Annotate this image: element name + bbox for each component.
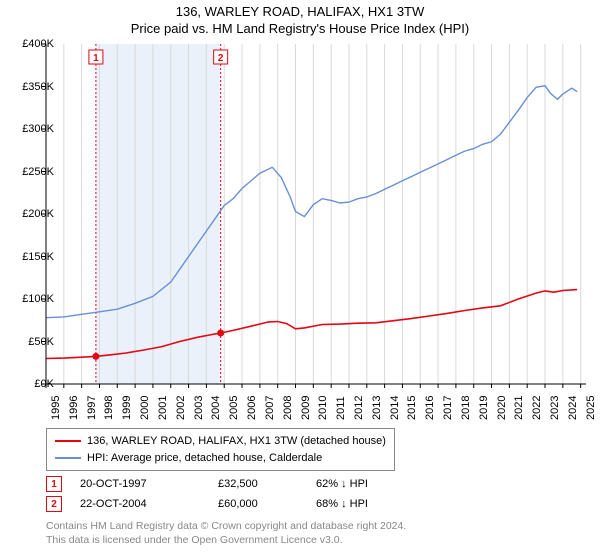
sale-marker: 1 <box>46 476 62 492</box>
legend-swatch <box>55 457 81 459</box>
y-tick-label: £350K <box>22 81 54 93</box>
sale-marker: 2 <box>46 496 62 512</box>
x-tick-label: 2015 <box>406 396 418 420</box>
title-line-2: Price paid vs. HM Land Registry's House … <box>0 21 600 38</box>
footer-line-2: This data is licensed under the Open Gov… <box>46 534 406 548</box>
x-tick-label: 2013 <box>371 396 383 420</box>
chart-area: 12 <box>46 44 586 384</box>
y-tick-label: £50K <box>28 336 54 348</box>
legend-box: 136, WARLEY ROAD, HALIFAX, HX1 3TW (deta… <box>46 428 395 471</box>
sale-events: 1 20-OCT-1997 £32,500 62% ↓ HPI 2 22-OCT-2004… <box>46 476 426 516</box>
y-tick-label: £0K <box>34 378 54 390</box>
x-tick-label: 2012 <box>353 396 365 420</box>
sale-price: £32,500 <box>218 478 298 490</box>
x-tick-label: 2023 <box>549 396 561 420</box>
y-tick-label: £100K <box>22 293 54 305</box>
title-block: 136, WARLEY ROAD, HALIFAX, HX1 3TW Price… <box>0 0 600 38</box>
x-tick-label: 2024 <box>567 396 579 420</box>
y-tick-label: £400K <box>22 38 54 50</box>
x-tick-label: 1999 <box>121 396 133 420</box>
footer-attribution: Contains HM Land Registry data © Crown c… <box>46 520 406 547</box>
x-tick-label: 1997 <box>86 396 98 420</box>
x-tick-label: 2021 <box>513 396 525 420</box>
x-tick-label: 2003 <box>193 396 205 420</box>
chart-container: 136, WARLEY ROAD, HALIFAX, HX1 3TW Price… <box>0 0 600 560</box>
legend-label: HPI: Average price, detached house, Cald… <box>87 450 322 467</box>
legend-row: 136, WARLEY ROAD, HALIFAX, HX1 3TW (deta… <box>55 433 386 450</box>
x-tick-label: 2007 <box>264 396 276 420</box>
y-tick-label: £300K <box>22 123 54 135</box>
x-tick-label: 2019 <box>478 396 490 420</box>
sale-date: 22-OCT-2004 <box>80 498 200 510</box>
y-tick-label: £250K <box>22 166 54 178</box>
x-tick-label: 2000 <box>139 396 151 420</box>
x-tick-label: 2022 <box>531 396 543 420</box>
x-tick-label: 2014 <box>389 396 401 420</box>
legend-label: 136, WARLEY ROAD, HALIFAX, HX1 3TW (deta… <box>87 433 386 450</box>
svg-text:1: 1 <box>93 53 99 64</box>
x-tick-label: 2011 <box>335 396 347 420</box>
legend-swatch <box>55 440 81 442</box>
x-tick-label: 2009 <box>300 396 312 420</box>
svg-text:2: 2 <box>218 53 224 64</box>
sale-pct: 68% ↓ HPI <box>316 498 426 510</box>
x-tick-label: 2005 <box>228 396 240 420</box>
x-tick-label: 2010 <box>317 396 329 420</box>
x-tick-label: 2018 <box>460 396 472 420</box>
sale-price: £60,000 <box>218 498 298 510</box>
legend-row: HPI: Average price, detached house, Cald… <box>55 450 386 467</box>
sale-pct: 62% ↓ HPI <box>316 478 426 490</box>
x-tick-label: 1995 <box>50 396 62 420</box>
x-tick-label: 1996 <box>68 396 80 420</box>
y-tick-label: £200K <box>22 208 54 220</box>
x-tick-label: 2020 <box>496 396 508 420</box>
x-tick-label: 2016 <box>424 396 436 420</box>
x-tick-label: 2006 <box>246 396 258 420</box>
sale-row: 2 22-OCT-2004 £60,000 68% ↓ HPI <box>46 496 426 512</box>
sale-row: 1 20-OCT-1997 £32,500 62% ↓ HPI <box>46 476 426 492</box>
x-tick-label: 2008 <box>282 396 294 420</box>
chart-svg: 12 <box>46 44 586 384</box>
x-tick-label: 2017 <box>442 396 454 420</box>
x-tick-label: 2004 <box>210 396 222 420</box>
footer-line-1: Contains HM Land Registry data © Crown c… <box>46 520 406 534</box>
sale-date: 20-OCT-1997 <box>80 478 200 490</box>
title-line-1: 136, WARLEY ROAD, HALIFAX, HX1 3TW <box>0 4 600 21</box>
x-tick-label: 2001 <box>157 396 169 420</box>
x-tick-label: 2025 <box>585 396 597 420</box>
y-tick-label: £150K <box>22 251 54 263</box>
x-tick-label: 2002 <box>175 396 187 420</box>
x-tick-label: 1998 <box>103 396 115 420</box>
